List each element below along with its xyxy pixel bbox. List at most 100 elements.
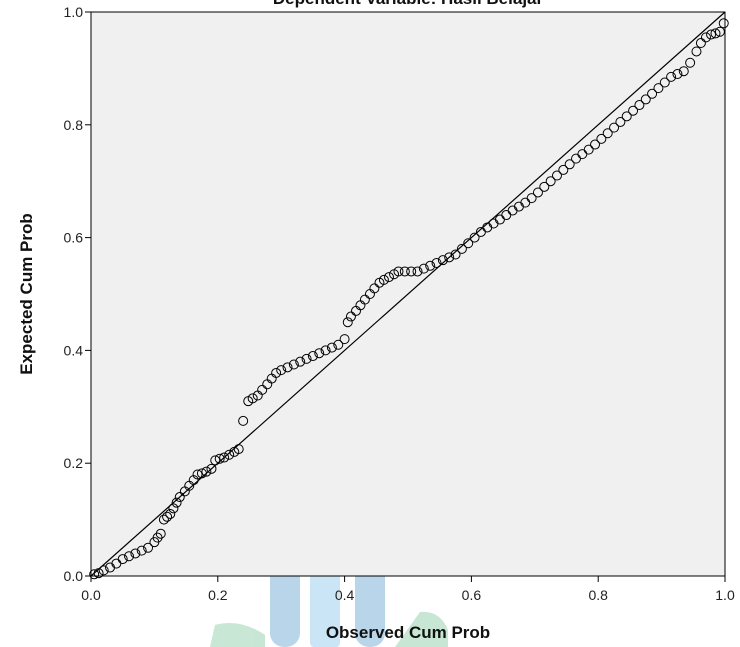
data-point-51 [342, 317, 353, 328]
data-point-16 [168, 503, 179, 514]
reference-line-layer [90, 11, 726, 577]
data-point-65 [412, 266, 423, 277]
data-point-27 [214, 453, 225, 464]
y-axis-title: Expected Cum Prob [17, 213, 36, 375]
data-point-72 [456, 243, 467, 254]
data-point-89 [564, 159, 575, 170]
data-point-59 [378, 274, 389, 285]
data-point-87 [551, 170, 562, 181]
data-point-15 [165, 508, 176, 519]
data-point-7 [130, 548, 141, 559]
x-tick-label: 0.8 [588, 587, 608, 603]
data-point-23 [196, 468, 207, 479]
data-point-74 [469, 232, 480, 243]
y-tick-label: 0.2 [64, 455, 84, 471]
data-point-47 [320, 345, 331, 356]
data-point-13 [158, 514, 169, 525]
data-point-17 [171, 497, 182, 508]
data-point-41 [282, 362, 293, 373]
reference-line [90, 11, 726, 577]
data-point-32 [238, 415, 249, 426]
data-point-105 [666, 71, 677, 82]
data-point-14 [162, 511, 173, 522]
data-point-18 [174, 492, 185, 503]
data-point-29 [224, 449, 235, 460]
data-point-24 [201, 466, 212, 477]
data-point-0 [89, 569, 100, 580]
data-point-88 [558, 164, 569, 175]
data-point-99 [628, 105, 639, 116]
data-point-6 [124, 551, 135, 562]
data-point-5 [117, 554, 128, 565]
data-point-25 [206, 463, 217, 474]
data-point-44 [301, 353, 312, 364]
data-point-12 [155, 528, 166, 539]
data-point-73 [463, 238, 474, 249]
data-point-69 [437, 255, 448, 266]
data-point-8 [136, 545, 147, 556]
data-point-57 [369, 283, 380, 294]
data-point-42 [288, 359, 299, 370]
data-point-68 [431, 257, 442, 268]
data-point-96 [609, 122, 620, 133]
data-point-21 [188, 475, 199, 486]
data-point-66 [418, 263, 429, 274]
x-tick-label: 1.0 [715, 587, 735, 603]
data-point-112 [706, 29, 717, 40]
data-point-83 [526, 193, 537, 204]
data-point-48 [326, 342, 337, 353]
data-point-95 [602, 128, 613, 139]
data-point-86 [545, 176, 556, 187]
y-axis-ticks: 0.0 0.2 0.4 0.6 0.8 1.0 [64, 4, 91, 584]
data-point-64 [406, 266, 417, 277]
data-point-104 [659, 77, 670, 88]
data-point-43 [295, 356, 306, 367]
data-point-102 [647, 88, 658, 99]
data-point-40 [276, 365, 287, 376]
x-tick-label: 0.6 [462, 587, 482, 603]
data-point-71 [450, 249, 461, 260]
data-point-107 [678, 66, 689, 77]
data-point-22 [192, 469, 203, 480]
data-point-49 [333, 339, 344, 350]
data-point-36 [257, 384, 268, 395]
points-layer [89, 18, 729, 580]
data-point-100 [634, 100, 645, 111]
data-point-103 [653, 83, 664, 94]
data-point-28 [219, 452, 230, 463]
data-point-39 [271, 367, 282, 378]
data-point-62 [393, 266, 404, 277]
x-tick-label: 0.4 [335, 587, 355, 603]
data-point-70 [444, 252, 455, 263]
data-point-26 [210, 455, 221, 466]
data-point-98 [621, 111, 632, 122]
data-point-111 [700, 32, 711, 43]
data-point-92 [583, 144, 594, 155]
data-point-67 [425, 260, 436, 271]
data-point-55 [359, 294, 370, 305]
data-point-2 [98, 565, 109, 576]
data-point-1 [93, 568, 104, 579]
data-point-9 [143, 542, 154, 553]
data-point-45 [307, 351, 318, 362]
data-point-34 [247, 393, 258, 404]
data-point-115 [718, 18, 729, 29]
data-point-94 [596, 133, 607, 144]
x-tick-label: 0.0 [81, 587, 101, 603]
x-axis-title: Observed Cum Prob [326, 623, 490, 642]
y-tick-label: 0.0 [64, 568, 84, 584]
data-point-31 [233, 444, 244, 455]
data-point-63 [399, 266, 410, 277]
data-point-108 [685, 57, 696, 68]
y-tick-label: 0.6 [64, 230, 84, 246]
x-axis-ticks: 0.0 0.2 0.4 0.6 0.8 1.0 [81, 576, 735, 603]
y-tick-label: 0.4 [64, 342, 84, 358]
data-point-97 [615, 116, 626, 127]
chart-title: Dependent Variable: Hasil Belajar [273, 0, 544, 8]
data-point-110 [695, 38, 706, 49]
x-tick-label: 0.2 [208, 587, 228, 603]
y-tick-label: 0.8 [64, 117, 84, 133]
data-point-60 [383, 272, 394, 283]
data-point-84 [532, 187, 543, 198]
